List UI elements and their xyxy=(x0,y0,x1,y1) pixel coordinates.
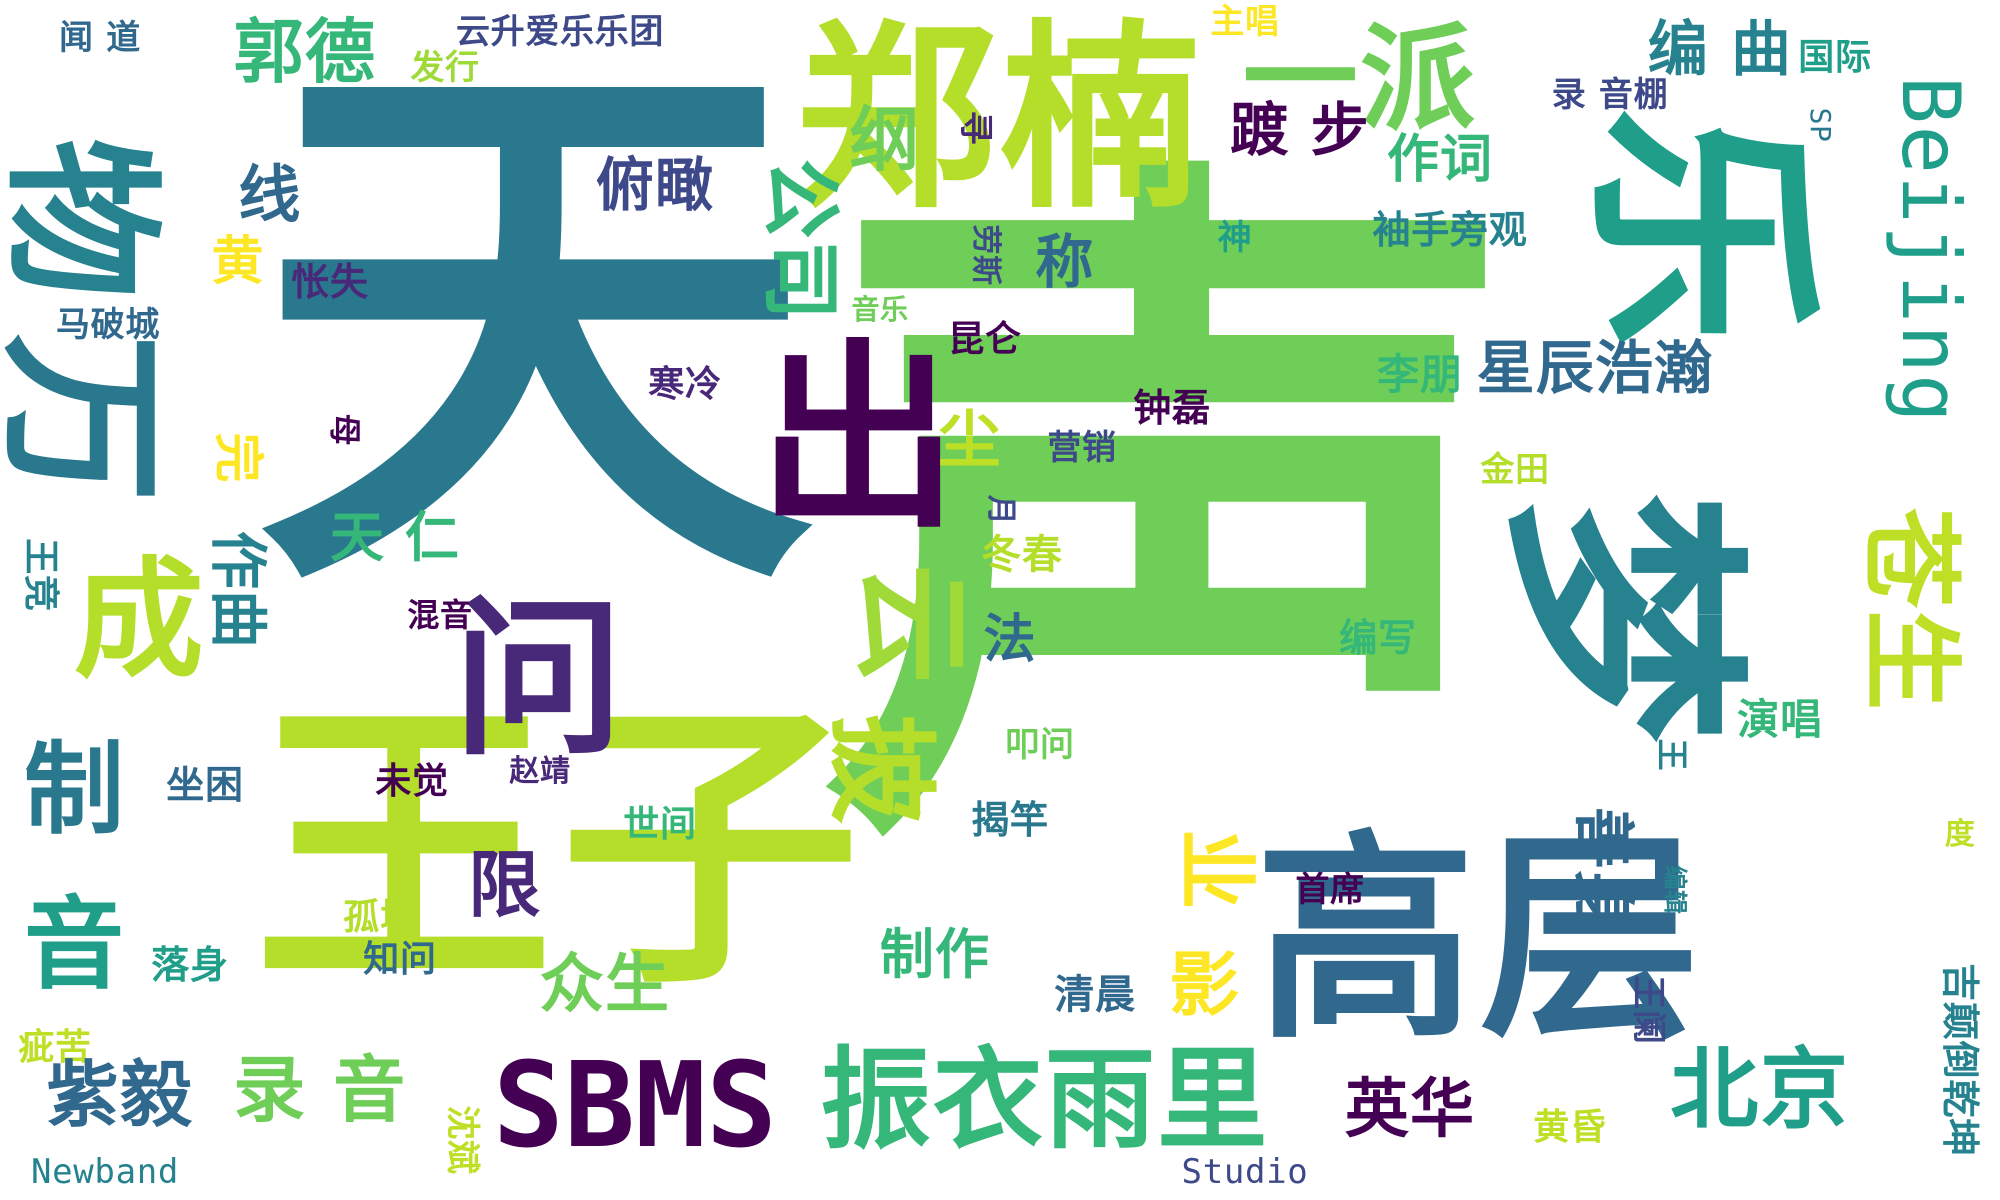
word-hunyin: 混音 xyxy=(407,596,473,634)
word-chen: 尘 xyxy=(938,403,1002,476)
word-wu: 物 xyxy=(0,138,174,302)
word-zuokun: 坐困 xyxy=(166,763,244,807)
word-gaoceng: 高层 xyxy=(1255,812,1705,1068)
word-bianxie: 编写 xyxy=(1339,616,1417,660)
word-xun: 寻 xyxy=(955,110,995,146)
word-zuoqu: 作曲 xyxy=(204,530,272,650)
word-duobu: 踱 步 xyxy=(1230,96,1370,164)
word-sheng: 声 xyxy=(823,112,1537,927)
word-studio: Studio xyxy=(1181,1152,1309,1192)
word-cheng: 成 xyxy=(73,544,207,696)
word-cuku: 疵苦 xyxy=(18,1027,92,1068)
word-tianren: 天 仁 xyxy=(329,506,461,569)
word-bianji: 编辑 xyxy=(1661,865,1689,915)
word-guoji: 国际 xyxy=(1798,37,1872,78)
word-cheng2: 称 xyxy=(1035,228,1095,296)
word-yanchang: 演唱 xyxy=(1737,695,1823,744)
word-zhuchang: 主唱 xyxy=(1210,2,1280,42)
word-yinghua: 英华 xyxy=(1344,1073,1476,1147)
word-shanshen: 善身 xyxy=(1567,806,1640,934)
word-luyinpeng: 录 音棚 xyxy=(1551,75,1669,115)
word-kunlun: 昆仑 xyxy=(948,319,1022,360)
word-lipeng: 李朋 xyxy=(1377,350,1463,399)
word-zhonglei: 钟磊 xyxy=(1133,386,1211,430)
word-shenbin: 沈斌 xyxy=(442,1105,482,1175)
word-hanleng: 寒冷 xyxy=(648,364,722,405)
word-wangjing: 王竞 xyxy=(20,538,61,612)
word-luyin: 录 音 xyxy=(233,1048,407,1132)
word-dianduo: 吉颠倒乾坤 xyxy=(1938,963,1982,1157)
word-wan2: 完 xyxy=(209,432,267,484)
word-guode: 郭德 xyxy=(233,11,377,93)
word-gucheng: 孤城 xyxy=(343,897,417,938)
word-du: 度 xyxy=(1944,817,1976,852)
word-shen: 神 xyxy=(1217,218,1253,258)
word-beijing: Beijing xyxy=(1884,75,1977,425)
word-wanglan: 王阑 xyxy=(1628,975,1668,1045)
word-fa: 法 xyxy=(983,610,1037,670)
word-jintian: 金田 xyxy=(1480,450,1550,490)
word-ye: 业 xyxy=(1169,829,1262,911)
word-yue: 月 xyxy=(983,494,1018,526)
word-zhiwen: 知问 xyxy=(363,939,437,980)
word-yipai: 一派 xyxy=(1242,12,1478,147)
word-faxing: 发行 xyxy=(410,48,480,88)
word-huang: 黄 xyxy=(211,232,265,292)
word-yinyue: 音乐 xyxy=(851,293,909,326)
word-luoshen: 落身 xyxy=(151,943,229,987)
word-mapocheng: 马破城 xyxy=(55,305,161,345)
word-gang: 纲 xyxy=(849,99,921,181)
word-zuoci: 作词 xyxy=(1386,130,1494,190)
word-mu: 母 xyxy=(326,413,364,447)
word-changshi: 怅失 xyxy=(291,260,369,304)
word-yin: 音 xyxy=(24,886,126,1003)
word-yun: 云 xyxy=(841,563,980,687)
word-kouwen: 叩问 xyxy=(1005,725,1075,765)
word-xian: 线 xyxy=(238,158,302,231)
word-zhaojing: 赵靖 xyxy=(509,754,571,789)
word-shouxi: 首席 xyxy=(1295,870,1365,910)
word-sbms: SBMS xyxy=(492,1036,778,1174)
word-huanghun: 黄昏 xyxy=(1533,1107,1607,1148)
word-cangsheng: 苍生 xyxy=(1852,508,1969,712)
word-xiushou: 袖手旁观 xyxy=(1372,208,1528,252)
word-ying: 影 xyxy=(1169,944,1241,1026)
word-beijing-cn: 北京 xyxy=(1670,1038,1850,1141)
word-wendao: 闻 道 xyxy=(59,18,141,58)
word-fukan: 俯瞰 xyxy=(595,151,715,219)
word-zhongsheng: 众生 xyxy=(539,948,671,1022)
word-yingxiao: 营销 xyxy=(1047,428,1117,468)
word-dongchun: 冬春 xyxy=(981,532,1063,578)
word-zhengnan: 郑楠 xyxy=(795,3,1205,236)
word-xian2: 限 xyxy=(468,843,542,927)
word-newband: Newband xyxy=(30,1152,180,1192)
word-meng: 梦 xyxy=(1475,492,1766,748)
word-tian: 天 xyxy=(254,4,826,656)
word-ziyi: 紫毅 xyxy=(46,1053,194,1137)
word-zhizuo: 制作 xyxy=(879,923,991,986)
word-zhi: 制 xyxy=(24,731,126,848)
word-yunsheng: 云升爱乐乐团 xyxy=(455,12,665,52)
word-wang: 王 xyxy=(1653,738,1691,772)
word-le: 乐 xyxy=(1560,107,1840,353)
word-zhenyi: 振衣雨里 xyxy=(820,1036,1270,1164)
word-qingchen: 清晨 xyxy=(1054,972,1136,1018)
word-pi: 披 xyxy=(816,713,944,827)
word-wen: 问 xyxy=(453,581,627,779)
word-shijian: 世间 xyxy=(623,804,697,845)
word-bianqu: 编 曲 xyxy=(1647,15,1793,85)
word-xingchen: 星辰浩瀚 xyxy=(1476,334,1714,402)
word-wangzi: 王子 xyxy=(254,675,866,1024)
word-chu: 出 xyxy=(757,323,963,556)
word-sp: SP xyxy=(1804,107,1837,143)
word-jiegan: 揭竿 xyxy=(971,798,1049,842)
word-weijue: 未觉 xyxy=(375,761,449,802)
word-wan: 万 xyxy=(0,333,179,507)
word-gongsi: 公司 xyxy=(754,158,847,322)
word-laosi: 劳斯 xyxy=(968,224,1003,286)
